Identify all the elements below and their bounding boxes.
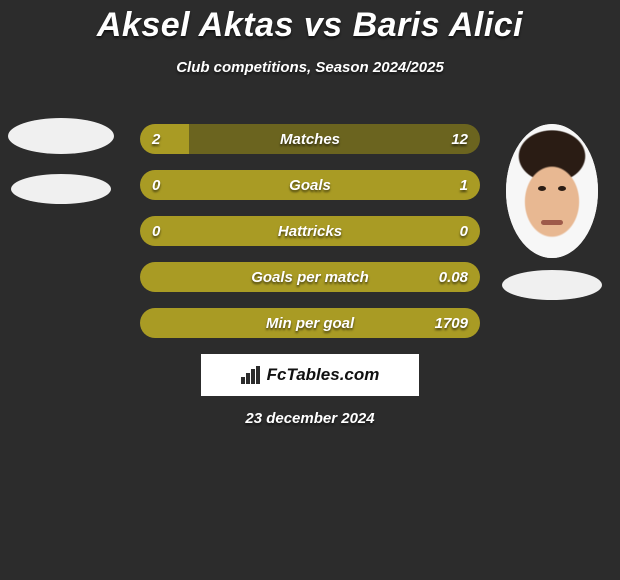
stat-row: 2Matches12 [140,124,480,154]
brand-box: FcTables.com [201,354,419,396]
player-right-slot [502,124,602,300]
player-right-photo [506,124,598,258]
generated-date: 23 december 2024 [0,410,620,427]
stat-value-right: 1709 [423,308,480,338]
player-right-name-placeholder [502,270,602,300]
stat-label: Matches [140,124,480,154]
page-title: Aksel Aktas vs Baris Alici [0,0,620,45]
stat-label: Hattricks [140,216,480,246]
stat-row: 0Goals1 [140,170,480,200]
subtitle: Club competitions, Season 2024/2025 [0,59,620,76]
stat-value-right: 1 [448,170,480,200]
stat-row: Goals per match0.08 [140,262,480,292]
bar-chart-icon [241,366,263,384]
stat-value-right: 12 [439,124,480,154]
stat-label: Goals [140,170,480,200]
stats-chart: 2Matches120Goals10Hattricks0Goals per ma… [140,124,480,354]
brand-label: FcTables.com [267,365,380,385]
stat-row: 0Hattricks0 [140,216,480,246]
player-left-name-placeholder [11,174,111,204]
stat-row: Min per goal1709 [140,308,480,338]
stat-value-right: 0.08 [427,262,480,292]
player-left-slot [8,118,114,204]
face-icon [506,124,598,258]
player-left-photo-placeholder [8,118,114,154]
stat-value-right: 0 [448,216,480,246]
